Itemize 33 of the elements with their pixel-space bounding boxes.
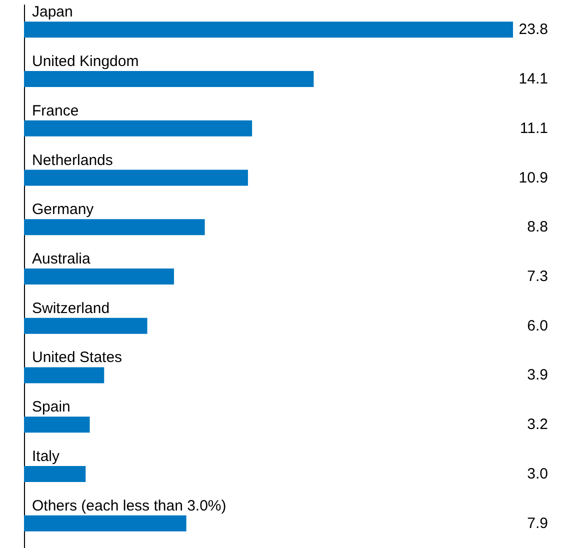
bar	[24, 367, 104, 384]
y-tick-label: United States	[32, 349, 122, 366]
data-label: 11.1	[520, 120, 548, 137]
y-tick-label: Others (each less than 3.0%)	[32, 497, 226, 514]
y-tick-label: Italy	[32, 448, 60, 465]
y-tick-label: Japan	[32, 4, 73, 21]
bar	[24, 71, 314, 88]
y-tick-label: Spain	[32, 398, 70, 416]
bar	[24, 120, 252, 136]
y-tick-label: Netherlands	[32, 152, 113, 169]
bar	[24, 22, 513, 38]
y-tick-label: Germany	[32, 201, 94, 218]
data-label: 10.9	[518, 169, 548, 186]
data-label: 14.1	[518, 70, 548, 88]
y-tick-label: United Kingdom	[32, 53, 139, 70]
bar	[24, 219, 205, 236]
bar	[24, 416, 90, 433]
bar	[24, 170, 248, 186]
data-label: 7.3	[527, 268, 548, 285]
data-label: 23.8	[518, 21, 548, 38]
bar	[24, 318, 148, 334]
y-tick-label: Australia	[32, 250, 92, 268]
data-label: 6.0	[527, 317, 548, 334]
data-label: 7.9	[527, 514, 548, 532]
y-tick-label: Switzerland	[32, 300, 110, 317]
bar	[24, 515, 186, 532]
bar	[24, 466, 86, 482]
y-tick-label: France	[32, 102, 79, 120]
data-label: 3.9	[527, 366, 548, 384]
data-label: 3.2	[527, 416, 548, 434]
data-label: 8.8	[527, 218, 548, 236]
bar	[24, 268, 174, 284]
data-label: 3.0	[527, 465, 548, 482]
